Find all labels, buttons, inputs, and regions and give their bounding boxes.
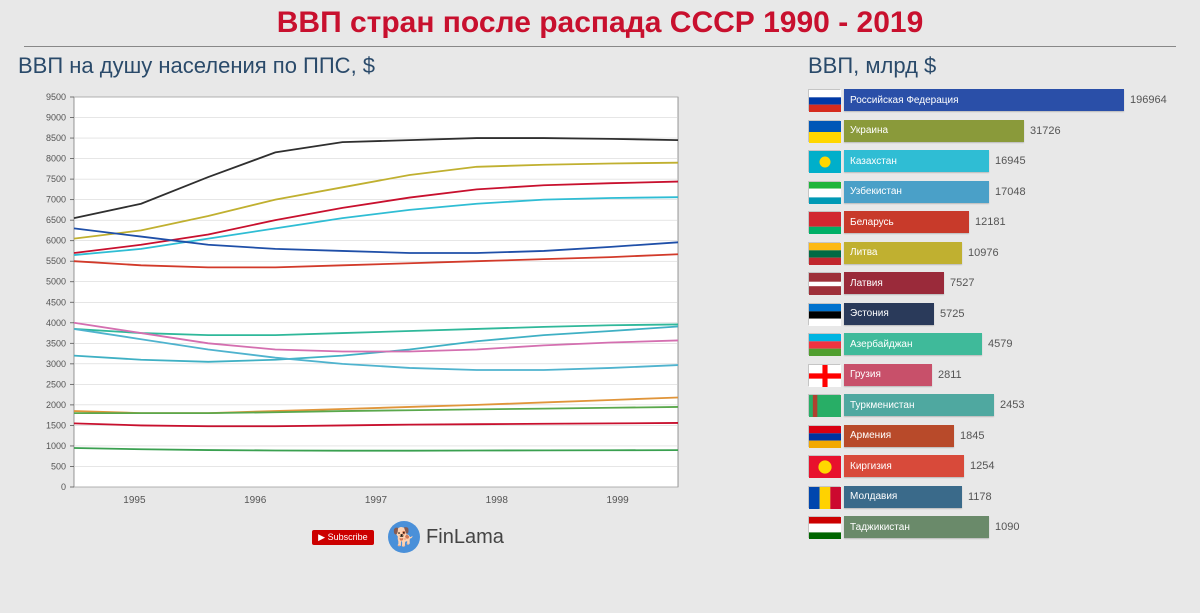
bar-row: Азербайджан 4579	[808, 331, 1178, 357]
svg-text:1998: 1998	[486, 495, 509, 506]
svg-text:8000: 8000	[46, 154, 66, 164]
svg-text:2500: 2500	[46, 379, 66, 389]
bar-row: Армения 1845	[808, 423, 1178, 449]
finlama-logo: 🐕 FinLama	[388, 521, 504, 553]
bar-list: Российская Федерация 196964 Украина 31726 Ка…	[808, 87, 1178, 540]
bar-value: 17048	[995, 186, 1026, 198]
svg-text:1500: 1500	[46, 420, 66, 430]
line-chart: 0 500 1000 1500 2000 2500 3000 3500 4000 4500 5000…	[18, 87, 798, 517]
svg-text:9000: 9000	[46, 113, 66, 123]
bar-row: Эстония 5725	[808, 301, 1178, 327]
svg-text:1996: 1996	[244, 495, 267, 506]
flag-icon	[808, 211, 840, 233]
bar-row: Узбекистан 17048	[808, 179, 1178, 205]
bar-value: 1090	[995, 521, 1019, 533]
svg-text:7500: 7500	[46, 174, 66, 184]
svg-text:4000: 4000	[46, 318, 66, 328]
bar-value: 196964	[1130, 94, 1167, 106]
svg-text:2000: 2000	[46, 400, 66, 410]
logo-icon: 🐕	[388, 521, 420, 553]
logo-text: FinLama	[426, 526, 504, 549]
bar-label: Туркменистан	[850, 400, 914, 411]
svg-text:6500: 6500	[46, 215, 66, 225]
flag-icon	[808, 425, 840, 447]
bar-value: 4579	[988, 338, 1012, 350]
svg-text:1997: 1997	[365, 495, 388, 506]
svg-text:1000: 1000	[46, 441, 66, 451]
flag-icon	[808, 333, 840, 355]
svg-text:8500: 8500	[46, 133, 66, 143]
svg-text:1999: 1999	[606, 495, 629, 506]
flag-icon	[808, 516, 840, 538]
right-panel: ВВП, млрд $ Российская Федерация 196964 Ук…	[798, 53, 1178, 553]
bar-value: 1178	[968, 491, 992, 503]
bar-value: 2453	[1000, 399, 1024, 411]
page-title: ВВП стран после распада СССР 1990 - 2019	[0, 0, 1200, 44]
bar-label: Казахстан	[850, 156, 897, 167]
left-subtitle: ВВП на душу населения по ППС, $	[18, 53, 798, 79]
subscribe-button[interactable]: ▶ Subscribe	[312, 530, 373, 545]
bar-label: Узбекистан	[850, 186, 902, 197]
bar-value: 12181	[975, 216, 1006, 228]
flag-icon	[808, 150, 840, 172]
bar-row: Грузия 2811	[808, 362, 1178, 388]
svg-text:5500: 5500	[46, 256, 66, 266]
svg-text:1995: 1995	[123, 495, 146, 506]
bar-row: Туркменистан 2453	[808, 392, 1178, 418]
bar-value: 1845	[960, 430, 984, 442]
bar-value: 1254	[970, 460, 994, 472]
bar-value: 7527	[950, 277, 974, 289]
left-panel: ВВП на душу населения по ППС, $ 0 500 1000…	[18, 53, 798, 553]
bar-label: Грузия	[850, 369, 881, 380]
flag-icon	[808, 89, 840, 111]
svg-text:9500: 9500	[46, 92, 66, 102]
bar-value: 2811	[938, 369, 962, 381]
bar-row: Таджикистан 1090	[808, 514, 1178, 540]
divider	[24, 46, 1176, 47]
bar-label: Армения	[850, 430, 891, 441]
svg-text:500: 500	[51, 461, 66, 471]
bar-value: 31726	[1030, 125, 1061, 137]
flag-icon	[808, 242, 840, 264]
content-row: ВВП на душу населения по ППС, $ 0 500 1000…	[0, 53, 1200, 553]
svg-text:4500: 4500	[46, 297, 66, 307]
bar-label: Латвия	[850, 278, 883, 289]
bar-row: Латвия 7527	[808, 270, 1178, 296]
flag-icon	[808, 486, 840, 508]
svg-text:0: 0	[61, 482, 66, 492]
flag-icon	[808, 272, 840, 294]
bar-label: Азербайджан	[850, 339, 913, 350]
bar-label: Беларусь	[850, 217, 894, 228]
svg-text:3500: 3500	[46, 338, 66, 348]
bar-row: Украина 31726	[808, 118, 1178, 144]
bar-row: Беларусь 12181	[808, 209, 1178, 235]
bar-label: Украина	[850, 125, 888, 136]
svg-text:7000: 7000	[46, 195, 66, 205]
flag-icon	[808, 120, 840, 142]
bar-row: Российская Федерация 196964	[808, 87, 1178, 113]
bar-value: 10976	[968, 247, 999, 259]
bar-row: Казахстан 16945	[808, 148, 1178, 174]
svg-text:3000: 3000	[46, 359, 66, 369]
svg-text:5000: 5000	[46, 277, 66, 287]
right-subtitle: ВВП, млрд $	[808, 53, 1178, 79]
bar-row: Киргизия 1254	[808, 453, 1178, 479]
bar-value: 5725	[940, 308, 964, 320]
flag-icon	[808, 364, 840, 386]
bar-value: 16945	[995, 155, 1026, 167]
bar-label: Молдавия	[850, 491, 897, 502]
flag-icon	[808, 303, 840, 325]
bar-label: Литва	[850, 247, 878, 258]
bar-row: Литва 10976	[808, 240, 1178, 266]
flag-icon	[808, 394, 840, 416]
bar-label: Таджикистан	[850, 522, 910, 533]
bar-label: Киргизия	[850, 461, 892, 472]
bar-label: Эстония	[850, 308, 889, 319]
flag-icon	[808, 455, 840, 477]
bar-row: Молдавия 1178	[808, 484, 1178, 510]
bar-label: Российская Федерация	[850, 95, 959, 106]
flag-icon	[808, 181, 840, 203]
svg-text:6000: 6000	[46, 236, 66, 246]
branding: ▶ Subscribe 🐕 FinLama	[18, 521, 798, 553]
